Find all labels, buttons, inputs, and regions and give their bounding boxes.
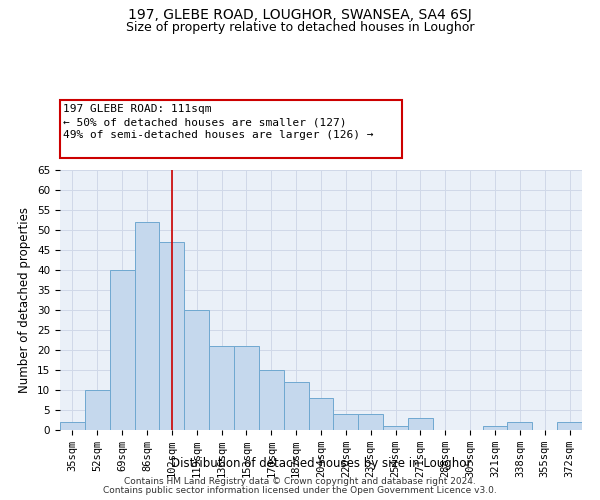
Bar: [334, 414, 358, 430]
Bar: [234, 346, 259, 430]
Bar: [160, 242, 184, 430]
Text: Contains HM Land Registry data © Crown copyright and database right 2024.: Contains HM Land Registry data © Crown c…: [124, 477, 476, 486]
Y-axis label: Number of detached properties: Number of detached properties: [19, 207, 31, 393]
Bar: [408, 418, 433, 430]
Bar: [284, 382, 308, 430]
Text: Contains public sector information licensed under the Open Government Licence v3: Contains public sector information licen…: [103, 486, 497, 495]
Bar: [383, 426, 408, 430]
Bar: [358, 414, 383, 430]
Text: Distribution of detached houses by size in Loughor: Distribution of detached houses by size …: [171, 458, 471, 470]
Bar: [482, 426, 508, 430]
Bar: [85, 390, 110, 430]
Bar: [508, 422, 532, 430]
Bar: [184, 310, 209, 430]
Text: 197, GLEBE ROAD, LOUGHOR, SWANSEA, SA4 6SJ: 197, GLEBE ROAD, LOUGHOR, SWANSEA, SA4 6…: [128, 8, 472, 22]
Bar: [110, 270, 134, 430]
Bar: [209, 346, 234, 430]
Text: Size of property relative to detached houses in Loughor: Size of property relative to detached ho…: [126, 21, 474, 34]
Text: 197 GLEBE ROAD: 111sqm
← 50% of detached houses are smaller (127)
49% of semi-de: 197 GLEBE ROAD: 111sqm ← 50% of detached…: [63, 104, 373, 141]
Bar: [259, 370, 284, 430]
Bar: [60, 422, 85, 430]
Bar: [308, 398, 334, 430]
Bar: [134, 222, 160, 430]
Bar: [557, 422, 582, 430]
